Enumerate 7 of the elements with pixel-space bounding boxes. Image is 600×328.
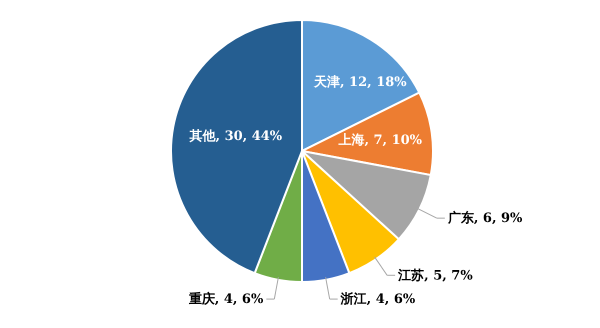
slice-label: 重庆, 4, 6% [188,291,264,308]
slice-label: 江苏, 5, 7% [397,268,474,284]
legend-label: 广东, 6, 9% [446,210,524,226]
slice-label: 上海, 7, 10% [337,132,423,148]
slice-label: 其他, 30, 44% [188,129,283,144]
slice-label: 天津, 12, 18% [313,74,408,90]
slice-label: 浙江, 4, 6% [340,292,416,308]
